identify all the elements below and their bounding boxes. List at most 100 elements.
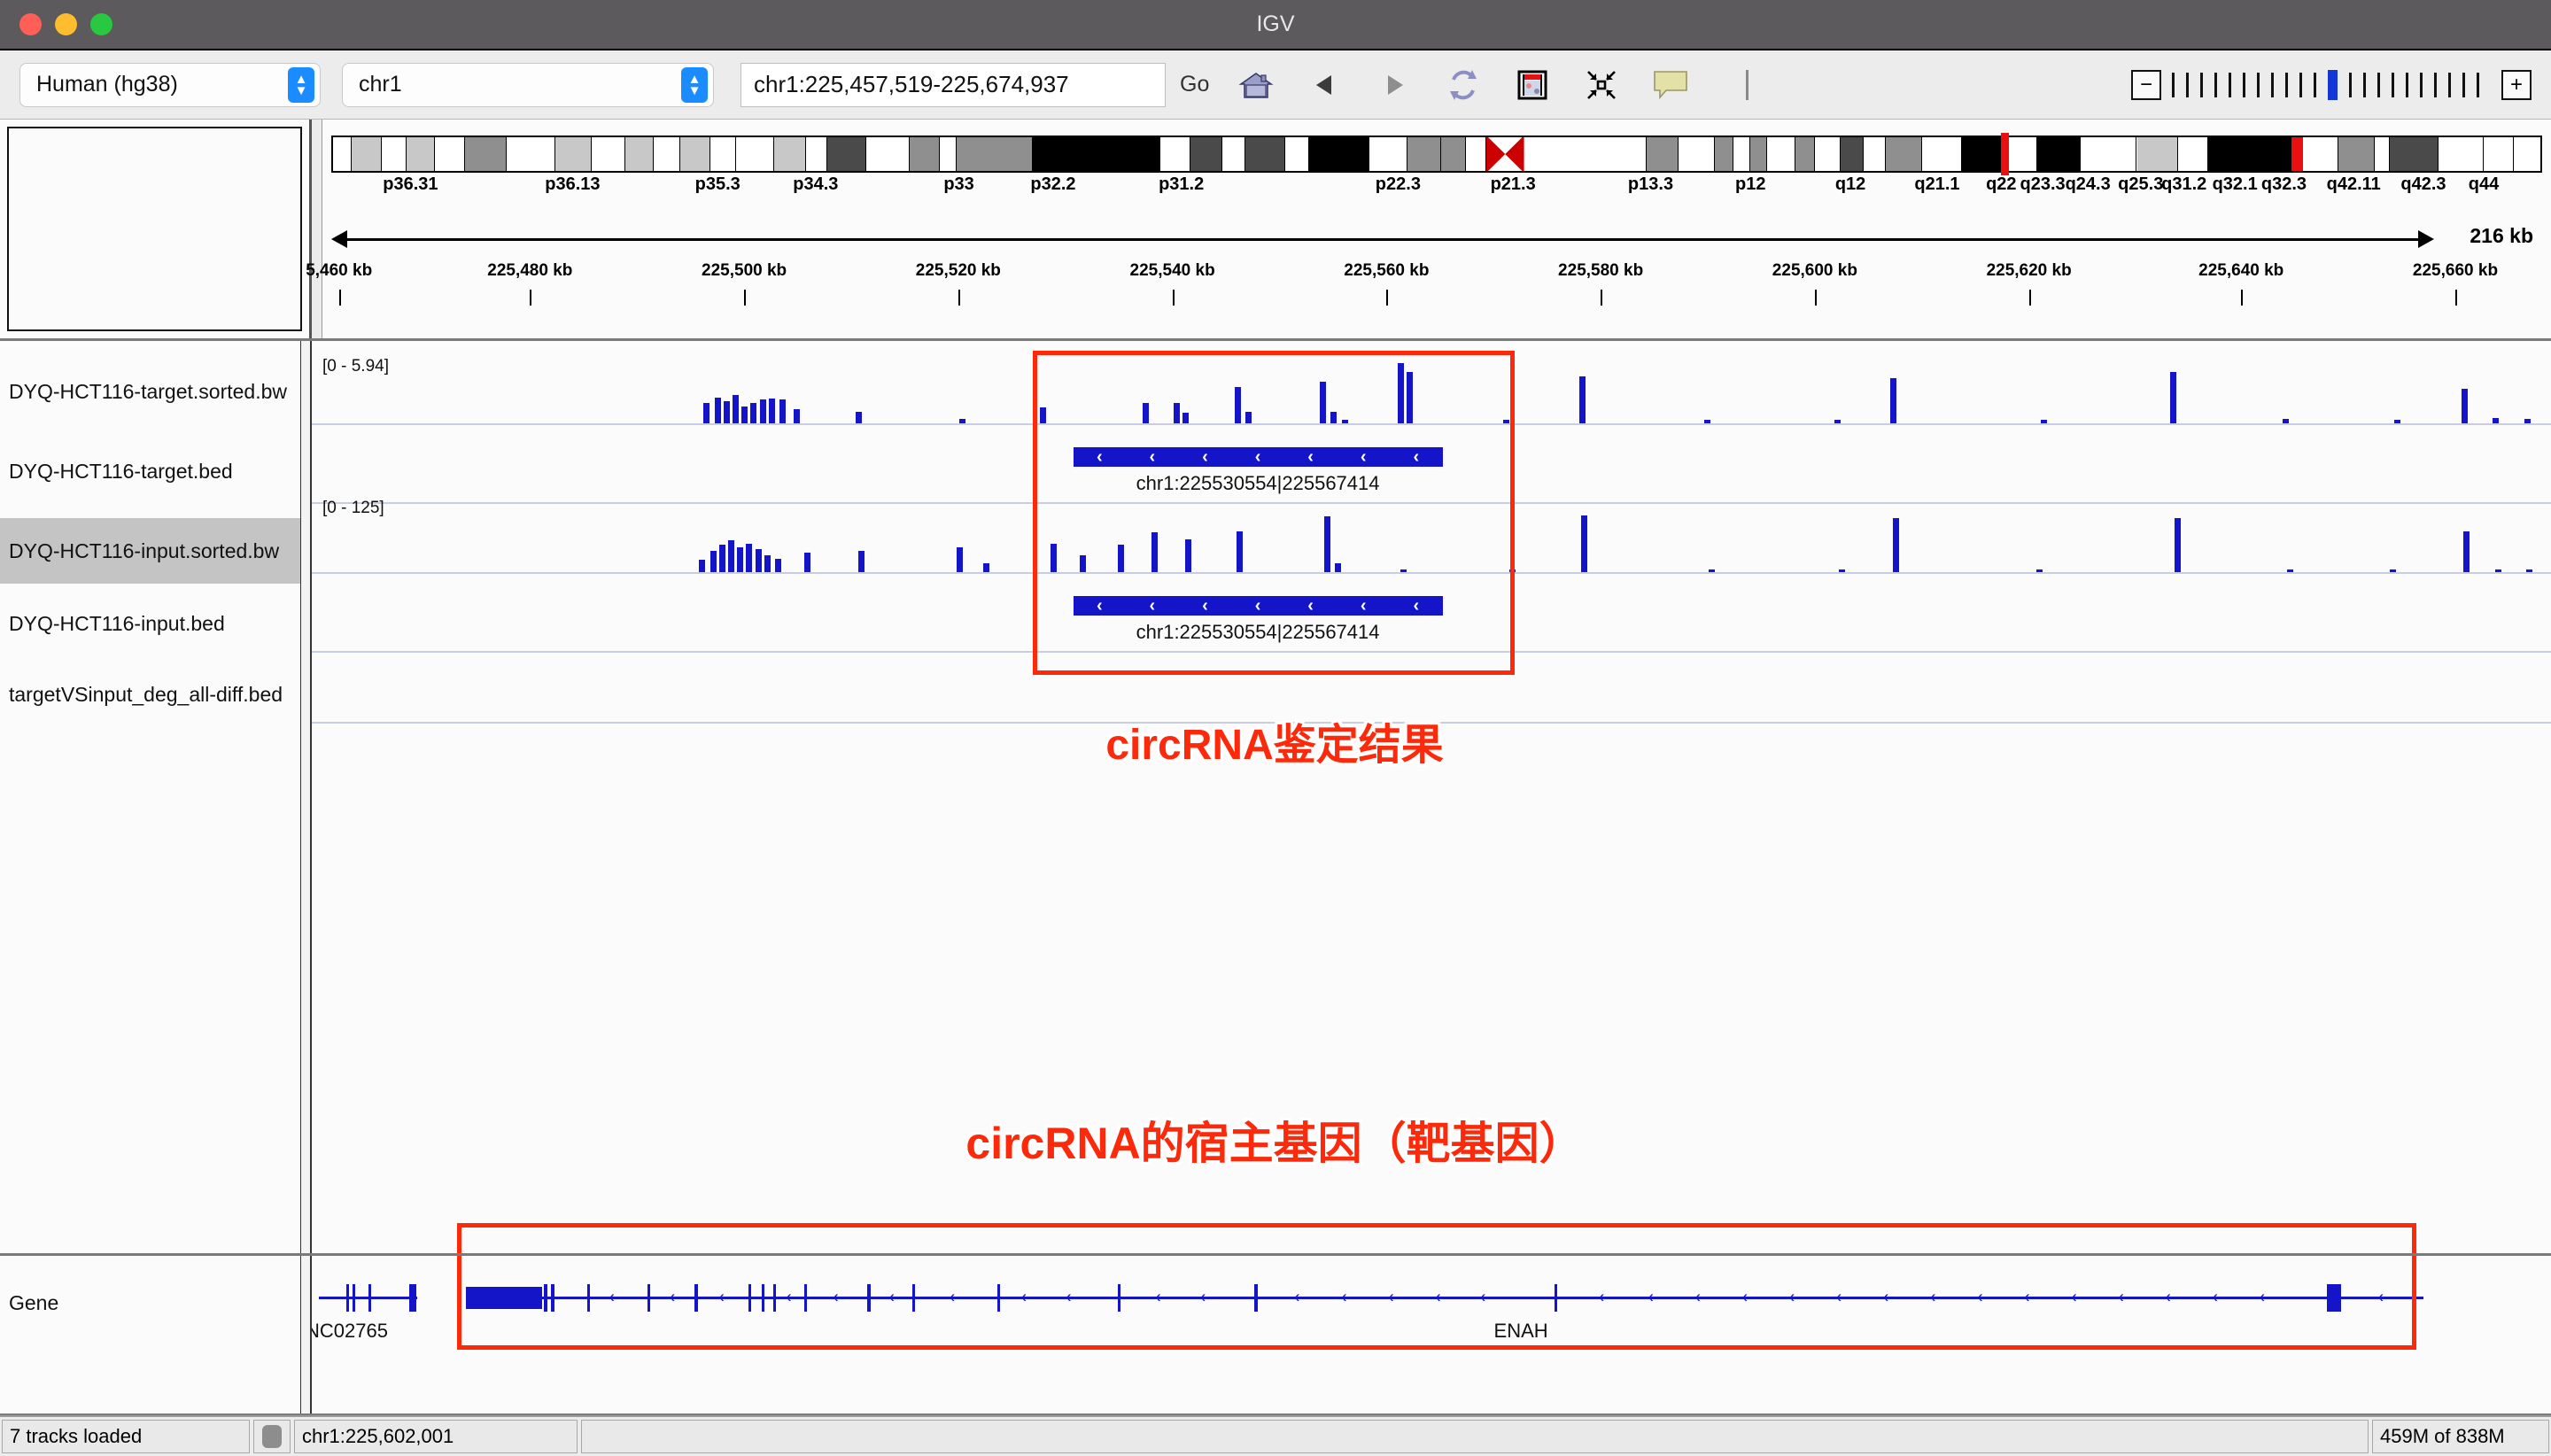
circrna-result-box xyxy=(1033,351,1515,675)
cytoband-q41 xyxy=(2291,136,2303,173)
window-controls[interactable] xyxy=(19,13,112,35)
cytoband-label-p21.3: p21.3 xyxy=(1490,174,1536,194)
gene-strand-arrow-icon: ‹ xyxy=(609,1288,615,1307)
app-title: IGV xyxy=(1256,12,1295,36)
close-button[interactable] xyxy=(19,13,42,35)
gene-exon[interactable] xyxy=(647,1284,651,1312)
track-separator xyxy=(312,722,2551,724)
gene-exon[interactable] xyxy=(353,1284,355,1312)
strand-arrow-icon: ‹ xyxy=(1096,447,1103,467)
gene-exon[interactable] xyxy=(543,1284,547,1312)
cytoband-p36.31 xyxy=(382,136,407,173)
gene-exon[interactable] xyxy=(866,1284,871,1312)
cytoband-label-q32.1: q32.1 xyxy=(2212,174,2258,194)
gene-exon[interactable] xyxy=(368,1284,371,1312)
cytoband-q31.3 xyxy=(2080,136,2137,173)
region-tool-icon[interactable] xyxy=(1512,65,1553,105)
gene-strand-arrow-icon: ‹ xyxy=(1341,1288,1347,1307)
coverage-bar xyxy=(1834,419,1842,423)
locus-input[interactable]: chr1:225,457,519-225,674,937 xyxy=(740,62,1166,107)
zoom-slider-handle[interactable] xyxy=(2328,69,2338,100)
zoom-in-button[interactable]: + xyxy=(2501,69,2532,100)
gene-exon[interactable] xyxy=(804,1284,808,1312)
gene-exon[interactable] xyxy=(551,1284,554,1312)
cytoband-track[interactable] xyxy=(331,133,2542,175)
cytoband-p31.3 xyxy=(910,136,941,173)
cytoband-q25.3 xyxy=(1961,136,2005,173)
coverage-bar xyxy=(775,558,782,572)
track-name-panel[interactable]: DYQ-HCT116-target.sorted.bw DYQ-HCT116-ta… xyxy=(0,341,301,1253)
zoom-slider-tick xyxy=(2257,72,2260,97)
cytoband-label-q44: q44 xyxy=(2468,174,2500,194)
igv-main-frame: p36.31 p36.13 p35.3 p34.3 p33 p32.2 p31.2 p22.3… xyxy=(0,120,2551,1456)
genome-selector[interactable]: Human (hg38) ▲ ▼ xyxy=(19,62,321,107)
cytoband-q31.1 xyxy=(2004,136,2037,173)
zoom-slider-track[interactable] xyxy=(2172,69,2491,100)
gene-exon[interactable] xyxy=(346,1284,350,1312)
cytoband-label-q24.3: q24.3 xyxy=(2065,174,2111,194)
gene-strand-arrow-icon: ‹ xyxy=(833,1288,839,1307)
track-name-dyq-hct116-target-sorted-bw[interactable]: DYQ-HCT116-target.sorted.bw xyxy=(9,379,288,403)
popup-behavior-icon[interactable] xyxy=(1650,65,1691,105)
cytoband-q32.2 xyxy=(2178,136,2209,173)
back-arrow-icon[interactable] xyxy=(1305,65,1345,105)
coverage-bar xyxy=(1398,363,1405,423)
cytoband-label-q42.11: q42.11 xyxy=(2326,174,2381,194)
gene-exon[interactable] xyxy=(772,1284,777,1312)
ruler-panel[interactable]: p36.31 p36.13 p35.3 p34.3 p33 p32.2 p31.2 p22.3… xyxy=(306,120,2551,338)
header-panel: p36.31 p36.13 p35.3 p34.3 p33 p32.2 p31.2 p22.3… xyxy=(0,120,2551,341)
gene-exon[interactable] xyxy=(911,1284,915,1312)
maximize-button[interactable] xyxy=(90,13,112,35)
gene-exon[interactable] xyxy=(1118,1284,1121,1312)
bed-feature[interactable]: ‹ ‹ ‹ ‹ ‹ ‹ ‹ xyxy=(1073,447,1443,467)
ruler-tick-label: 225,540 kb xyxy=(1129,261,1215,280)
gene-exon[interactable] xyxy=(762,1284,765,1312)
ruler-tick-mark xyxy=(2028,290,2031,306)
gene-exon[interactable] xyxy=(748,1284,752,1312)
main-toolbar: Human (hg38) ▲ ▼ chr1 ▲ ▼ chr1:225,457,519… xyxy=(0,50,2551,120)
ruler-tick-mark xyxy=(2454,290,2457,306)
forward-arrow-icon[interactable] xyxy=(1374,65,1415,105)
coverage-bar xyxy=(764,554,771,572)
go-button[interactable]: Go xyxy=(1180,72,1210,97)
gene-track-name[interactable]: Gene xyxy=(0,1256,301,1413)
gene-track-panel[interactable]: LINC02765 ‹ ‹ ‹ ‹ ‹ ‹ ‹ ‹ ‹ ‹ ‹ ‹ ‹ ‹ ‹ ‹ ‹ ‹ ‹ ‹ ‹ ‹ ‹ ‹ ‹ ‹ ‹ ‹ ‹ ‹ ‹… xyxy=(312,1256,2551,1413)
track-name-dyq-hct116-input-sorted-bw[interactable]: DYQ-HCT116-input.sorted.bw xyxy=(0,518,300,584)
gene-panel-row: Gene LINC02765 ‹ ‹ ‹ ‹ ‹ ‹ ‹ ‹ ‹ ‹ ‹ ‹ ‹ ‹ ‹ ‹ ‹ ‹ ‹ ‹ ‹ ‹ ‹ ‹ ‹ ‹… xyxy=(0,1256,2551,1415)
gene-exon[interactable] xyxy=(2327,1284,2341,1312)
track-name-targetvsinput-deg-all-diff-bed[interactable]: targetVSinput_deg_all-diff.bed xyxy=(9,682,283,706)
coverage-bar xyxy=(1330,411,1338,423)
coverage-bar xyxy=(856,411,863,423)
zoom-slider[interactable]: − + xyxy=(2131,69,2532,100)
gene-exon[interactable] xyxy=(694,1284,698,1312)
gene-strand-arrow-icon: ‹ xyxy=(2212,1288,2218,1307)
refresh-icon[interactable] xyxy=(1443,65,1484,105)
gene-exon[interactable] xyxy=(586,1284,591,1312)
cytoband-labels: p36.31 p36.13 p35.3 p34.3 p33 p32.2 p31.2 p22.3… xyxy=(331,174,2542,197)
zoom-out-button[interactable]: − xyxy=(2131,69,2161,100)
cytoband-p32.3 xyxy=(806,136,827,173)
cytoband-label-q31.2: q31.2 xyxy=(2161,174,2207,194)
gene-exon[interactable] xyxy=(1254,1284,1258,1312)
strand-arrow-icon: ‹ xyxy=(1360,447,1367,467)
track-name-dyq-hct116-target-bed[interactable]: DYQ-HCT116-target.bed xyxy=(9,459,233,483)
attribute-column xyxy=(301,341,312,1253)
coverage-bar xyxy=(715,397,722,423)
gene-utr-block[interactable] xyxy=(466,1287,543,1309)
track-name-dyq-hct116-input-bed[interactable]: DYQ-HCT116-input.bed xyxy=(9,611,225,635)
fit-to-window-icon[interactable] xyxy=(1581,65,1622,105)
minimize-button[interactable] xyxy=(55,13,77,35)
data-track-panel[interactable]: [0 - 5.94] [0 - 125] ‹ ‹ ‹ ‹ ‹ ‹ ‹ chr1:225530554… xyxy=(312,341,2551,1253)
chevron-updown-icon[interactable]: ▲ ▼ xyxy=(681,66,708,103)
chevron-updown-icon[interactable]: ▲ ▼ xyxy=(288,66,314,103)
chromosome-selector[interactable]: chr1 ▲ ▼ xyxy=(342,62,714,107)
gene-exon[interactable] xyxy=(408,1284,416,1312)
cytoband-p35.2 xyxy=(624,136,654,173)
ruler-tick-label: 225,500 kb xyxy=(702,261,787,280)
home-icon[interactable] xyxy=(1236,65,1276,105)
gene-exon[interactable] xyxy=(996,1284,1000,1312)
cytoband-label-p22.3: p22.3 xyxy=(1375,174,1421,194)
gene-strand-arrow-icon: ‹ xyxy=(1479,1288,1486,1307)
gene-exon[interactable] xyxy=(1555,1284,1557,1312)
bed-feature[interactable]: ‹ ‹ ‹ ‹ ‹ ‹ ‹ xyxy=(1073,596,1443,616)
